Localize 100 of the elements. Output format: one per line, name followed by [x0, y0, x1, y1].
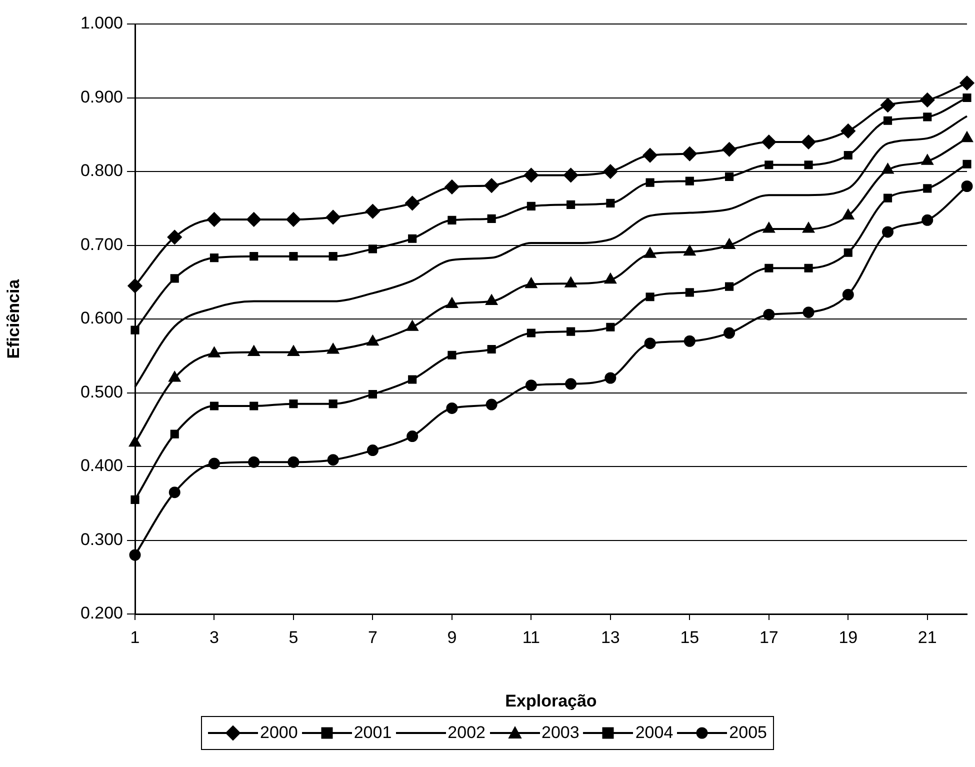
point: [921, 154, 934, 165]
point: [327, 454, 339, 466]
point: [408, 375, 417, 384]
x-tick-label: 3: [210, 628, 219, 647]
point: [961, 180, 973, 192]
point: [486, 294, 498, 306]
point: [128, 278, 142, 294]
point: [366, 335, 379, 346]
point: [564, 168, 578, 182]
point: [525, 380, 537, 392]
point: [762, 134, 776, 150]
point: [764, 264, 774, 272]
point: [328, 400, 338, 408]
point: [606, 198, 615, 208]
point: [487, 344, 496, 354]
x-tick-label: 21: [918, 628, 937, 647]
point: [524, 168, 538, 182]
point: [844, 248, 852, 257]
point: [446, 298, 458, 308]
point: [840, 124, 856, 138]
point: [289, 252, 298, 261]
x-tick-label: 1: [130, 628, 140, 647]
point: [882, 226, 894, 238]
point: [327, 343, 340, 354]
point: [289, 400, 298, 408]
point: [801, 134, 816, 150]
legend-label: 2004: [635, 723, 674, 743]
point: [725, 282, 734, 291]
x-tick-label: 7: [368, 628, 378, 647]
legend-label: 2005: [729, 723, 767, 743]
legend-label: 2000: [260, 723, 298, 743]
point: [880, 98, 896, 112]
point: [167, 230, 182, 244]
point: [564, 276, 577, 288]
point: [604, 273, 616, 284]
point: [961, 132, 973, 142]
point: [525, 278, 538, 288]
point: [486, 398, 498, 410]
point: [326, 210, 340, 224]
point: [804, 160, 813, 170]
point: [446, 402, 458, 414]
x-tick-label: 11: [522, 628, 540, 647]
legend-label: 2003: [542, 723, 580, 743]
x-tick-label: 17: [759, 628, 778, 647]
point: [723, 238, 736, 249]
point: [526, 328, 536, 338]
y-tick-label: 0.400: [80, 456, 123, 476]
point: [366, 444, 378, 456]
point: [208, 346, 220, 358]
point: [642, 148, 658, 163]
point: [762, 222, 775, 233]
point: [208, 458, 220, 470]
point: [644, 338, 656, 350]
x-tick-label: 19: [838, 628, 858, 647]
point: [210, 254, 219, 262]
point: [484, 178, 499, 193]
point: [882, 163, 894, 174]
legend-label: 2001: [354, 723, 392, 743]
point: [566, 327, 576, 336]
x-axis-title: Exploração: [505, 691, 597, 710]
point: [250, 252, 258, 261]
point: [764, 160, 774, 170]
point: [604, 372, 616, 384]
point: [526, 202, 536, 210]
point: [842, 288, 854, 300]
point: [566, 200, 576, 209]
y-tick-label: 0.800: [80, 161, 123, 180]
point: [129, 549, 141, 561]
legend-label: 2002: [448, 723, 486, 743]
y-tick-label: 0.600: [80, 308, 123, 328]
point: [246, 212, 262, 227]
point: [682, 146, 697, 162]
point: [250, 402, 258, 410]
point: [206, 212, 222, 227]
y-tick-label: 0.700: [80, 234, 123, 254]
point: [487, 214, 496, 223]
x-tick-label: 9: [447, 628, 457, 647]
point: [170, 274, 179, 283]
point: [448, 216, 456, 224]
x-tick-label: 5: [288, 628, 298, 647]
point: [168, 486, 180, 498]
point: [962, 160, 972, 168]
point: [962, 93, 972, 102]
point: [365, 204, 380, 219]
point: [368, 244, 377, 254]
point: [448, 350, 456, 360]
point: [725, 172, 734, 181]
point: [763, 308, 775, 320]
point: [288, 345, 300, 356]
point: [248, 345, 260, 356]
point: [444, 180, 460, 194]
point: [802, 306, 814, 318]
point: [130, 326, 140, 334]
y-tick-label: 0.500: [80, 382, 123, 402]
point: [922, 214, 934, 226]
point: [844, 150, 852, 160]
point: [685, 176, 694, 186]
point: [286, 212, 301, 227]
point: [646, 178, 654, 187]
point: [923, 112, 932, 122]
